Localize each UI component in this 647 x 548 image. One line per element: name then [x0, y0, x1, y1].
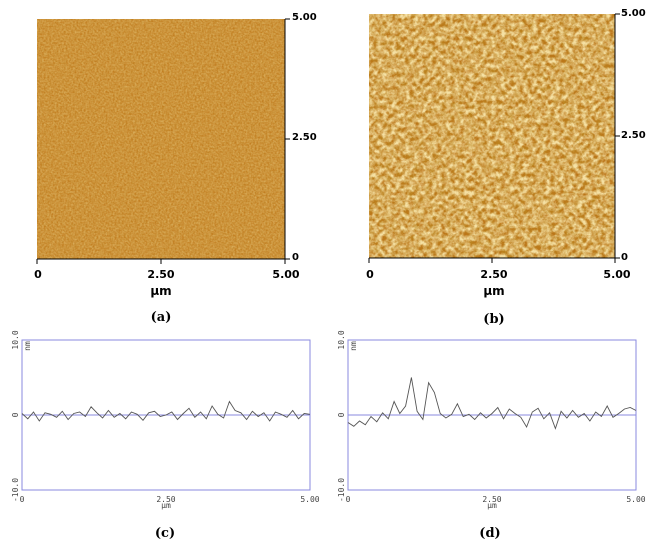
a-panel-label: (a): [150, 310, 172, 325]
b-xtick-end: 5.00: [603, 268, 631, 281]
b-xtick-0: 0: [366, 268, 374, 281]
c-y-unit: nm: [23, 341, 32, 351]
a-xtick-end: 5.00: [272, 268, 300, 281]
b-ytick-bottom: 0: [621, 252, 628, 263]
a-ytick-mid: 2.50: [292, 132, 317, 143]
c-xtick-label: 0: [20, 495, 25, 504]
d-xtick-label: 2.50: [482, 495, 501, 504]
afm-image-b: [369, 14, 615, 258]
d-ytick-label: -10.0: [337, 478, 346, 502]
axis-frame-b: [368, 13, 620, 263]
c-ytick-label: 0: [11, 412, 20, 417]
a-x-unit: μm: [150, 284, 172, 298]
b-xtick-mid: 2.50: [480, 268, 508, 281]
b-ytick-mid: 2.50: [621, 130, 646, 141]
c-xtick-label: 5.00: [300, 495, 319, 504]
d-y-unit: nm: [349, 341, 358, 351]
a-xtick-0: 0: [34, 268, 42, 281]
d-ytick-label: 0: [337, 412, 346, 417]
c-profile-line: [21, 400, 311, 422]
c-xtick-label: 2.50: [156, 495, 175, 504]
a-ytick-top: 5.00: [292, 12, 317, 23]
c-x-unit: μm: [161, 501, 171, 510]
d-profile-line: [347, 377, 637, 430]
a-xtick-mid: 2.50: [147, 268, 175, 281]
d-ytick-label: 10.0: [337, 330, 346, 349]
afm-image-a: [37, 19, 285, 259]
d-x-unit: μm: [487, 501, 497, 510]
b-panel-label: (b): [483, 312, 505, 327]
axis-frame-a: [36, 18, 290, 264]
d-panel-label: (d): [479, 526, 501, 541]
c-ytick-label: -10.0: [11, 478, 20, 502]
b-x-unit: μm: [483, 284, 505, 298]
d-xtick-label: 0: [346, 495, 351, 504]
c-panel-label: (c): [154, 526, 176, 541]
d-xtick-label: 5.00: [626, 495, 645, 504]
b-ytick-top: 5.00: [621, 8, 646, 19]
c-ytick-label: 10.0: [11, 330, 20, 349]
a-ytick-bottom: 0: [292, 252, 299, 263]
